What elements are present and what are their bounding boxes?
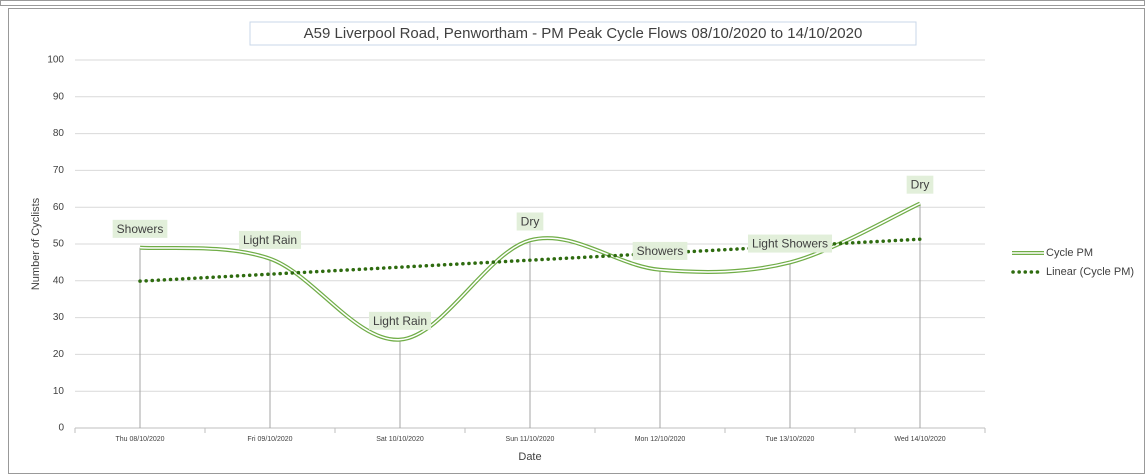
chart-title: A59 Liverpool Road, Penwortham - PM Peak…	[304, 25, 863, 42]
data-label-bg	[906, 175, 934, 194]
x-tick-label: Tue 13/10/2020	[766, 436, 815, 443]
data-label-bg	[516, 212, 544, 231]
data-label: Showers	[637, 244, 684, 258]
y-tick-label: 0	[58, 423, 64, 434]
y-tick-label: 50	[53, 239, 65, 250]
y-tick-label: 80	[53, 128, 65, 139]
y-tick-label: 10	[53, 386, 65, 397]
x-tick-label: Fri 09/10/2020	[247, 436, 292, 443]
y-tick-label: 30	[53, 312, 65, 323]
line-inner	[139, 202, 921, 341]
y-tick-label: 70	[53, 165, 65, 176]
x-tick-label: Sat 10/10/2020	[376, 436, 424, 443]
y-tick-label: 60	[53, 202, 65, 213]
data-label: Light Showers	[752, 237, 828, 251]
y-tick-label: 90	[53, 91, 65, 102]
data-label-bg	[368, 311, 432, 330]
title-box	[249, 21, 917, 46]
data-label-bg	[238, 230, 302, 249]
x-tick-label: Mon 12/10/2020	[635, 436, 686, 443]
data-label: Dry	[521, 214, 540, 228]
trend-line	[138, 237, 922, 283]
x-tick-label: Wed 14/10/2020	[894, 436, 945, 443]
data-label: Light Rain	[373, 314, 427, 328]
data-label-bg	[747, 234, 833, 253]
y-axis-label: Number of Cyclists	[30, 197, 42, 290]
y-tick-label: 100	[47, 55, 64, 66]
data-label: Light Rain	[243, 233, 297, 247]
y-tick-label: 20	[53, 349, 65, 360]
x-tick-label: Sun 11/10/2020	[506, 436, 555, 443]
data-label: Showers	[117, 222, 164, 236]
data-label-bg	[632, 241, 688, 260]
legend-label: Linear (Cycle PM)	[1046, 266, 1134, 278]
top-bar	[0, 0, 1145, 6]
x-tick-label: Thu 08/10/2020	[115, 436, 164, 443]
legend-label: Cycle PM	[1046, 247, 1093, 259]
y-tick-label: 40	[53, 275, 65, 286]
x-axis-label: Date	[518, 451, 541, 463]
data-label-bg	[112, 219, 168, 238]
data-label: Dry	[911, 178, 930, 192]
